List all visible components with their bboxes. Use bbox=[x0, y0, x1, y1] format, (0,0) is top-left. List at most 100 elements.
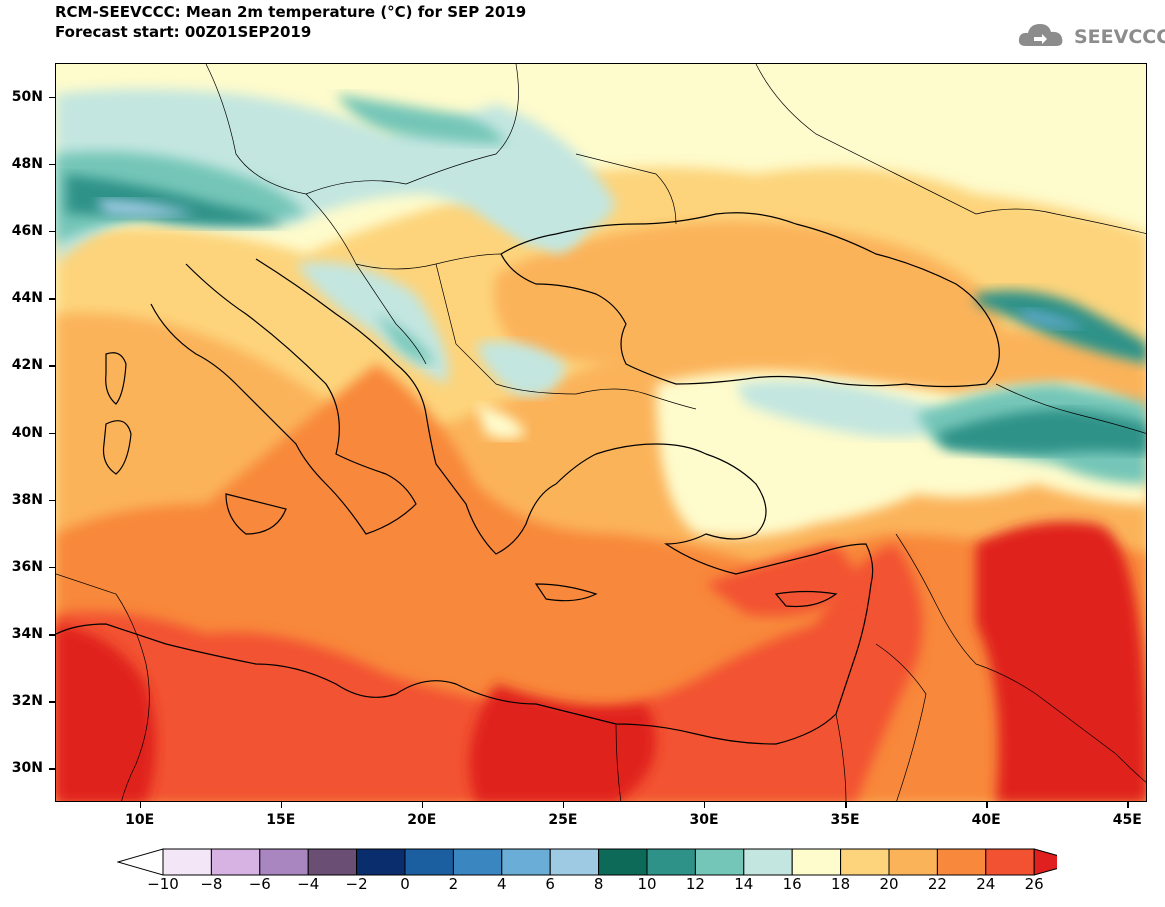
colorbar-swatch bbox=[888, 848, 938, 876]
colorbar-label: 8 bbox=[593, 875, 604, 893]
colorbar-swatch bbox=[452, 848, 503, 876]
lat-tick bbox=[49, 701, 55, 703]
lat-label: 46N bbox=[11, 222, 43, 239]
field-14-dinarides bbox=[376, 314, 436, 364]
seevccc-logo: SEEVCCC bbox=[1016, 20, 1165, 54]
colorbar-swatch bbox=[646, 848, 696, 876]
lat-label: 38N bbox=[11, 491, 43, 508]
lat-label: 44N bbox=[11, 290, 43, 307]
lat-tick bbox=[49, 499, 55, 502]
colorbar-swatch bbox=[840, 848, 890, 876]
colorbar-swatch bbox=[694, 848, 745, 876]
colorbar-swatch bbox=[162, 848, 212, 876]
colorbar-swatch bbox=[936, 848, 987, 876]
lat-label: 30N bbox=[11, 760, 43, 777]
colorbar-swatch bbox=[210, 848, 261, 876]
map-area bbox=[55, 63, 1147, 802]
lon-label: 45E bbox=[1112, 812, 1142, 828]
colorbar-label: 24 bbox=[976, 875, 996, 893]
lat-label: 48N bbox=[11, 155, 43, 172]
field-26b bbox=[706, 544, 866, 616]
field-6-caucasus bbox=[1016, 309, 1086, 329]
colorbar-swatch bbox=[307, 848, 358, 876]
colorbar-label: 22 bbox=[927, 875, 947, 893]
lat-label: 40N bbox=[11, 424, 43, 441]
field-28b bbox=[56, 624, 156, 801]
lon-tick bbox=[139, 802, 142, 808]
temperature-field bbox=[56, 64, 1146, 801]
lat-tick bbox=[49, 634, 55, 636]
lat-tick bbox=[49, 365, 55, 367]
colorbar-swatch bbox=[501, 848, 551, 876]
lat-tick bbox=[49, 163, 55, 166]
colorbar-swatch bbox=[259, 848, 309, 876]
field-18-greece bbox=[476, 404, 526, 439]
colorbar-label: 16 bbox=[782, 875, 802, 893]
forecast-start: Forecast start: 00Z01SEP2019 bbox=[55, 23, 312, 41]
lat-label: 42N bbox=[11, 357, 43, 374]
colorbar-low-triangle bbox=[116, 848, 164, 876]
colorbar-label: 14 bbox=[734, 875, 754, 893]
lon-label: 20E bbox=[407, 812, 437, 828]
lon-label: 30E bbox=[689, 812, 719, 828]
field-14-carpathians-n bbox=[336, 94, 506, 144]
colorbar-swatch bbox=[743, 848, 793, 876]
lon-label: 25E bbox=[548, 812, 578, 828]
field-16-balkans bbox=[476, 341, 566, 396]
colorbar-high-triangle bbox=[1033, 848, 1083, 876]
lon-tick bbox=[845, 802, 847, 808]
colorbar-swatches bbox=[116, 848, 1083, 876]
lon-label: 10E bbox=[125, 812, 155, 828]
lat-tick bbox=[49, 230, 55, 233]
colorbar-label: 0 bbox=[400, 875, 410, 893]
colorbar-swatch bbox=[549, 848, 600, 876]
lon-label: 35E bbox=[830, 812, 860, 828]
colorbar-label: 4 bbox=[497, 875, 507, 893]
colorbar-label: 26 bbox=[1024, 875, 1044, 893]
lon-label: 40E bbox=[971, 812, 1001, 828]
lon-tick bbox=[703, 802, 706, 808]
lon-tick bbox=[421, 802, 424, 808]
colorbar-label: −8 bbox=[200, 875, 223, 893]
lat-label: 50N bbox=[11, 88, 43, 105]
field-12-caucasus bbox=[936, 409, 1146, 454]
lon-tick bbox=[1127, 802, 1129, 808]
colorbar-swatch bbox=[985, 848, 1035, 876]
lat-label: 32N bbox=[11, 693, 43, 710]
colorbar-label: 20 bbox=[879, 875, 899, 893]
colorbar-label: −10 bbox=[147, 875, 179, 893]
colorbar-swatch bbox=[598, 848, 648, 876]
map-title: RCM-SEEVCCC: Mean 2m temperature (°C) fo… bbox=[55, 3, 527, 21]
field-8-alps bbox=[96, 199, 196, 217]
lat-tick bbox=[49, 566, 55, 569]
lat-tick bbox=[49, 96, 55, 99]
colorbar-swatch bbox=[356, 848, 406, 876]
lat-tick bbox=[49, 768, 55, 770]
colorbar-label: 10 bbox=[637, 875, 657, 893]
colorbar-label: 6 bbox=[545, 875, 555, 893]
country-borders bbox=[56, 64, 1146, 801]
field-28a bbox=[976, 521, 1146, 801]
colorbar-label: −4 bbox=[297, 875, 320, 893]
lon-tick bbox=[986, 802, 988, 808]
colorbar-swatch bbox=[791, 848, 842, 876]
colorbar-label: 12 bbox=[685, 875, 705, 893]
lat-tick bbox=[49, 432, 55, 434]
colorbar-label: −6 bbox=[248, 875, 271, 893]
colorbar-swatch bbox=[404, 848, 454, 876]
cloud-icon bbox=[1016, 20, 1068, 54]
lon-tick bbox=[562, 802, 565, 808]
lon-label: 15E bbox=[266, 812, 296, 828]
lon-tick bbox=[280, 802, 283, 808]
lat-label: 36N bbox=[11, 558, 43, 575]
colorbar-label: 18 bbox=[831, 875, 851, 893]
field-16-anatolia bbox=[736, 380, 966, 438]
field-28c bbox=[469, 684, 657, 801]
colorbar-label: −2 bbox=[345, 875, 368, 893]
title-block: RCM-SEEVCCC: Mean 2m temperature (°C) fo… bbox=[55, 2, 526, 42]
lat-label: 34N bbox=[11, 626, 43, 643]
colorbar bbox=[116, 848, 1083, 880]
logo-text: SEEVCCC bbox=[1074, 26, 1165, 48]
colorbar-label: 2 bbox=[448, 875, 459, 893]
lat-tick bbox=[49, 298, 55, 300]
